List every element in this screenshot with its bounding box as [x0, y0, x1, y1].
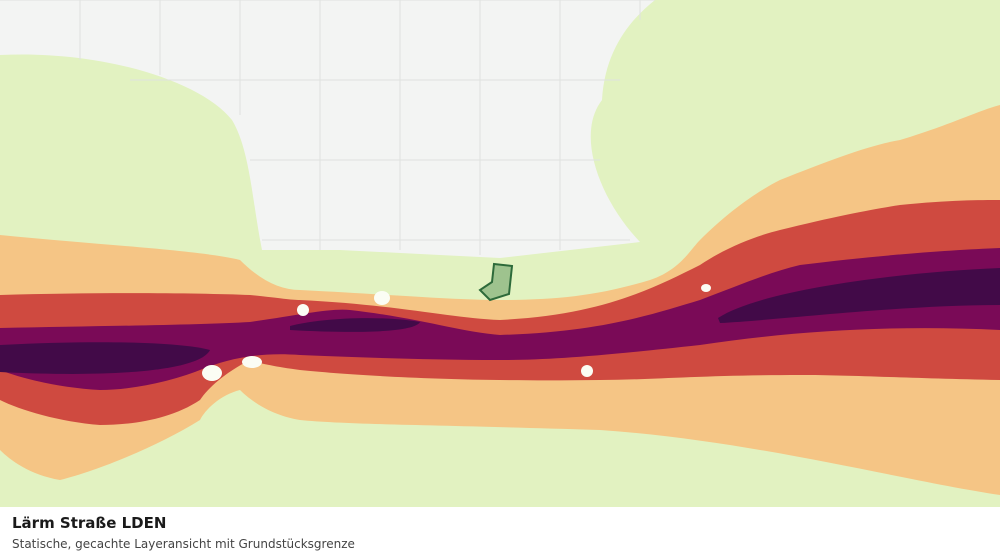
caption-subtitle: Statische, gecachte Layeransicht mit Gru… — [12, 537, 355, 551]
noise-band-60 — [0, 200, 1000, 425]
noise-map — [0, 0, 1000, 507]
caption-box: Lärm Straße LDEN Statische, gecachte Lay… — [0, 507, 1000, 560]
noise-band-70 — [718, 268, 1000, 323]
caption-title: Lärm Straße LDEN — [12, 514, 167, 532]
noise-band-55 — [0, 105, 1000, 495]
noise-band-65 — [0, 248, 1000, 390]
parcel-boundary — [478, 262, 514, 302]
noise-band-70 — [290, 318, 420, 332]
base-grid — [0, 0, 655, 255]
base-map-area — [0, 0, 655, 258]
noise-band-70 — [0, 342, 210, 374]
quiet-spots — [202, 284, 711, 381]
